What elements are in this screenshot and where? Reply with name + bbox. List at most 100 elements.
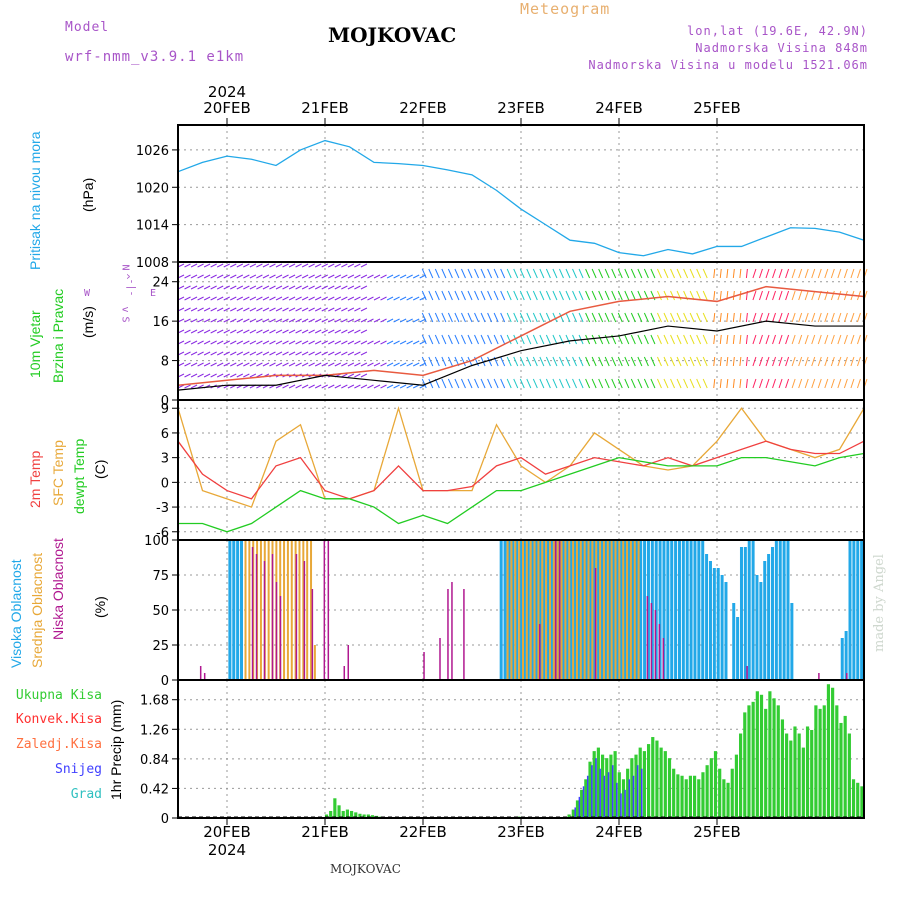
cloud-high-bar (739, 547, 743, 680)
wind-barb (380, 296, 387, 301)
wind-barb (798, 290, 803, 301)
wind-barb (412, 384, 420, 389)
wind-barb (354, 351, 361, 356)
wind-barb (791, 290, 796, 301)
wind-barb (585, 290, 591, 301)
precip-total-bar (688, 775, 692, 818)
wind-barb (506, 356, 512, 367)
x-tick-label-top: 24FEB (595, 99, 642, 117)
cloud-high-bar (596, 540, 600, 680)
legend-konvek-kisa: Konvek.Kisa (15, 712, 102, 727)
wind-barb (236, 307, 244, 312)
wind-barb (657, 312, 662, 323)
precip-total-bar (600, 754, 605, 818)
wind-barb (817, 356, 822, 367)
panel-frame-temp (177, 399, 865, 541)
wind-barb (243, 296, 250, 301)
wind-barb (399, 384, 407, 389)
precip-total-bar (839, 722, 843, 818)
wind-barb (719, 356, 722, 367)
cloud-high-bar (662, 540, 666, 680)
wind-barb (288, 351, 296, 356)
wind-barb (295, 307, 302, 312)
wind-barb (275, 318, 283, 323)
wind-barb (314, 307, 322, 312)
wind-barb (467, 290, 473, 301)
cloud-high-bar (724, 582, 728, 680)
wind-barb (321, 318, 328, 323)
wind-barb (630, 334, 636, 345)
cloud-low-bar (846, 673, 848, 680)
wind-barb (817, 334, 822, 345)
wind-barb (360, 373, 368, 378)
wind-barb (500, 356, 506, 367)
precip-total-bar (672, 768, 676, 818)
cloud-high-bar (522, 540, 526, 680)
cloud-high-bar (856, 540, 860, 680)
cloud-high-bar (844, 631, 848, 680)
wind-barb (539, 312, 545, 323)
wind-barb (269, 263, 276, 268)
wind-barb (236, 285, 244, 290)
wind-barb (190, 373, 198, 378)
wind-barb (354, 318, 361, 323)
wind-barb (630, 268, 636, 279)
wind-barb (811, 312, 816, 323)
cloud-low-bar (279, 596, 282, 680)
wind-barb (552, 356, 558, 367)
cloud-high-bar (623, 540, 627, 680)
model-label: Model (65, 20, 110, 35)
wind-barb (811, 268, 816, 279)
precip-snow-bar (620, 793, 622, 818)
precip-snow-bar (611, 765, 614, 818)
wind-barb (216, 274, 224, 279)
precip-total-bar (621, 779, 626, 818)
cloud-low-bar (263, 561, 266, 680)
wind-barb (493, 290, 499, 301)
wind-barb (354, 285, 361, 290)
y-tick-label: 50 (152, 604, 169, 619)
wind-barb (559, 356, 564, 367)
wind-barb (275, 384, 283, 389)
wind-barb (321, 329, 328, 334)
wind-barb (321, 263, 328, 268)
wind-barb (572, 378, 577, 389)
wind-barb (301, 274, 309, 279)
wind-barb (572, 290, 577, 301)
precip-total-bar (350, 810, 354, 818)
precip-total-bar (759, 694, 764, 818)
wind-barb (421, 290, 427, 301)
wind-barb (184, 362, 191, 367)
precip-total-bar (609, 754, 613, 818)
wind-barb (428, 334, 434, 345)
wind-barb (487, 290, 493, 301)
wind-barb (506, 290, 512, 301)
wind-barb (360, 384, 368, 389)
y-tick-label: 100 (144, 534, 169, 549)
wind-barb (341, 263, 348, 268)
precip-snow-bar (574, 807, 576, 818)
wind-barb (216, 307, 224, 312)
wind-barb (197, 318, 204, 323)
wind-barb (856, 378, 861, 389)
wind-barb (650, 312, 656, 323)
wind-barb (545, 312, 551, 323)
wind-barb (386, 340, 394, 345)
wind-barb (434, 312, 440, 323)
cloud-mid-bar (610, 540, 613, 680)
wind-barb (604, 290, 610, 301)
wind-barb (591, 378, 597, 389)
cloud-mid-bar (244, 540, 247, 680)
wind-barb (386, 274, 394, 279)
x-tick-label-top: 21FEB (301, 99, 348, 117)
cloud-mid-bar (572, 540, 575, 680)
y-tick-label: 3 (161, 452, 169, 467)
cloud-mid-bar (591, 540, 594, 680)
wind-barb (256, 263, 263, 268)
cloud-low-bar (275, 582, 278, 680)
wind-barb (421, 312, 427, 323)
cloud-high-bar (573, 540, 577, 680)
wind-barb (262, 340, 270, 345)
wind-barb (334, 307, 342, 312)
